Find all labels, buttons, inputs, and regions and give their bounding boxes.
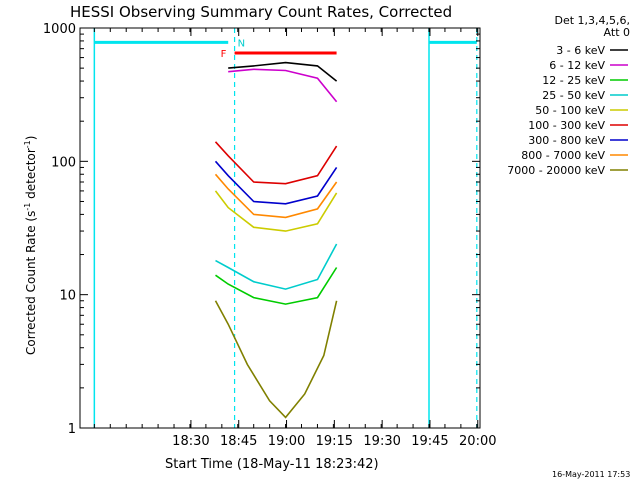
series-line-7 (214, 173, 338, 219)
flag-n-label: N (238, 38, 245, 49)
y-tick-label-1: 10 (59, 289, 76, 304)
legend-label-7: 800 - 7000 keV (521, 149, 605, 162)
plot-frame (79, 27, 481, 429)
y-axis-label-sup1: -1 (23, 203, 32, 211)
y-tick-label-3: 1000 (43, 22, 76, 37)
series-line-3 (215, 243, 338, 290)
annotations-layer: FN (93, 28, 478, 428)
x-tick-label-0: 18:30 (172, 434, 209, 449)
x-tick-label-6: 20:00 (459, 434, 496, 449)
series-line-8 (214, 300, 338, 419)
x-tick-label-3: 19:15 (316, 434, 353, 449)
series-layer (214, 61, 338, 419)
legend-label-8: 7000 - 20000 keV (507, 164, 605, 177)
y-axis-label-main: Corrected Count Rate (s (24, 211, 38, 355)
y-tick-label-2: 100 (51, 155, 76, 170)
chart-title: HESSI Observing Summary Count Rates, Cor… (70, 3, 452, 21)
legend-label-1: 6 - 12 keV (549, 59, 605, 72)
series-line-1 (228, 68, 338, 103)
series-line-6 (214, 160, 338, 205)
series-line-0 (228, 61, 338, 82)
series-line-5 (214, 141, 338, 185)
series-line-2 (215, 267, 338, 305)
legend-label-5: 100 - 300 keV (528, 119, 605, 132)
footer-timestamp: 16-May-2011 17:53 (552, 470, 630, 479)
legend-label-3: 25 - 50 keV (542, 89, 605, 102)
legend-label-4: 50 - 100 keV (535, 104, 605, 117)
y-axis-label-mid: detector (24, 148, 38, 203)
legend-label-2: 12 - 25 keV (542, 74, 605, 87)
y-axis-label: Corrected Count Rate (s-1 detector-1) (23, 136, 38, 355)
legend-label-6: 300 - 800 keV (528, 134, 605, 147)
y-axis-label-end: ) (24, 136, 38, 141)
x-tick-label-1: 18:45 (220, 434, 257, 449)
x-axis-label: Start Time (18-May-11 18:23:42) (165, 457, 379, 472)
legend: Det 1,3,4,5,6,Att 0 3 - 6 keV 6 - 12 keV 12… (507, 14, 630, 177)
x-tick-label-5: 19:45 (411, 434, 448, 449)
series-line-4 (214, 190, 338, 232)
y-tick-label-0: 1 (68, 422, 76, 437)
y-axis-label-sup2: -1 (23, 140, 32, 148)
legend-header-0: Det 1,3,4,5,6, (554, 14, 630, 27)
flag-f-label: F (221, 49, 227, 60)
legend-label-0: 3 - 6 keV (556, 44, 605, 57)
svg-text:Corrected Count Rate (s-1 dete: Corrected Count Rate (s-1 detector-1) (23, 136, 38, 355)
x-tick-label-2: 19:00 (268, 434, 305, 449)
x-tick-label-4: 19:30 (363, 434, 400, 449)
legend-header-1: Att 0 (604, 26, 630, 39)
axes-layer: 18:30 18:45 19:00 19:15 19:30 19:45 20:00 1 10 10… (43, 22, 497, 449)
